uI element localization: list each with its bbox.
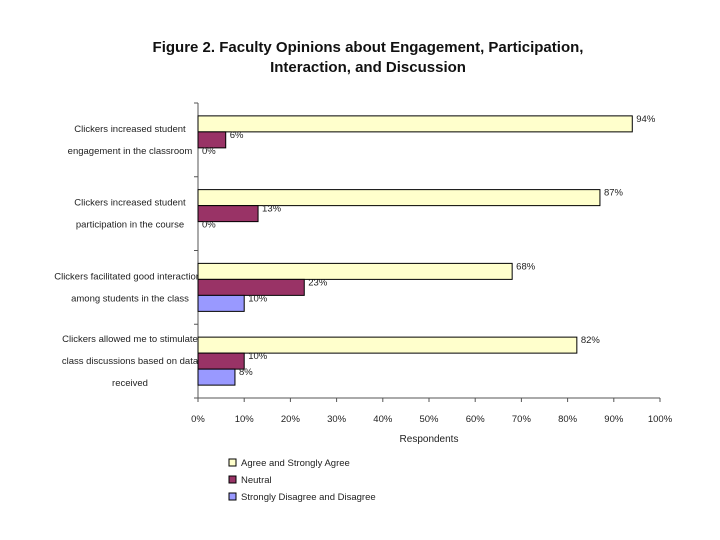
bar [197, 262, 513, 280]
x-tick-label: 0% [191, 414, 205, 425]
legend-swatch [228, 458, 237, 467]
data-label: 23% [308, 277, 328, 288]
bar [197, 205, 259, 223]
data-label: 8% [239, 367, 253, 378]
category-label: received [112, 378, 148, 389]
data-label: 94% [636, 114, 656, 125]
category-labels: Clickers increased student engagement in … [54, 124, 206, 389]
category-label: among students in the class [71, 293, 189, 304]
chart-title-line: Interaction, and Discussion [270, 59, 466, 76]
chart-title: Figure 2. Faculty Opinions about Engagem… [153, 39, 584, 76]
category-label: engagement in the classroom [68, 146, 193, 157]
data-label: 10% [248, 351, 268, 362]
bar [197, 352, 245, 370]
data-label: 0% [202, 220, 216, 231]
category-label: Clickers increased student [74, 124, 186, 135]
bar [197, 131, 227, 149]
bar [197, 368, 236, 386]
legend-swatch [228, 492, 237, 501]
legend: Agree and Strongly Agree Neutral Strongly … [228, 458, 376, 503]
x-tick-label: 80% [558, 414, 578, 425]
data-label: 82% [581, 335, 601, 346]
legend-entry: Agree and Strongly Agree [241, 458, 350, 469]
category-label: Clickers allowed me to stimulate [62, 334, 198, 345]
category-label: Clickers increased student [74, 198, 186, 209]
data-label: 87% [604, 188, 624, 199]
x-tick-label: 100% [648, 414, 673, 425]
data-label: 6% [230, 130, 244, 141]
data-labels: 94% 6% 0% 87% 13% 0% 68% 23% 10% 82% 10% 8% [202, 114, 656, 378]
bar [197, 278, 305, 296]
legend-swatch [228, 475, 237, 484]
x-tick-label: 10% [235, 414, 255, 425]
x-tick-label: 90% [604, 414, 624, 425]
data-label: 0% [202, 146, 216, 157]
data-label: 68% [516, 261, 536, 272]
x-tick-label: 30% [327, 414, 347, 425]
bars [197, 115, 633, 386]
bar [197, 336, 578, 354]
data-label: 10% [248, 293, 268, 304]
x-axis-label: Respondents [400, 434, 459, 445]
legend-entry: Neutral [241, 475, 272, 486]
x-tick-label: 40% [373, 414, 393, 425]
bar [197, 115, 633, 133]
category-label: Clickers facilitated good interactions [54, 271, 206, 282]
x-tick-labels: 0% 10% 20% 30% 40% 50% 60% 70% 80% 90% 100% [191, 414, 673, 425]
category-label: participation in the course [76, 220, 184, 231]
category-label: class discussions based on data [62, 356, 199, 367]
legend-entry: Strongly Disagree and Disagree [241, 492, 376, 503]
bar [197, 294, 245, 312]
chart-title-line: Figure 2. Faculty Opinions about Engagem… [153, 39, 584, 56]
data-label: 13% [262, 204, 282, 215]
x-tick-label: 70% [512, 414, 532, 425]
x-tick-label: 20% [281, 414, 301, 425]
bar [197, 189, 601, 207]
x-tick-label: 60% [466, 414, 486, 425]
x-tick-label: 50% [419, 414, 439, 425]
